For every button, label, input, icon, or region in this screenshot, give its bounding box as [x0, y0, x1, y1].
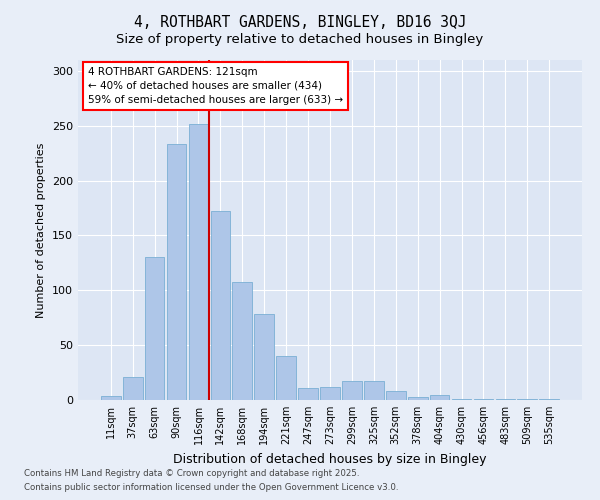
Bar: [430, 394, 449, 400]
Bar: [211, 212, 230, 400]
Bar: [342, 382, 362, 400]
Bar: [320, 387, 340, 400]
Text: Size of property relative to detached houses in Bingley: Size of property relative to detached ho…: [116, 32, 484, 46]
Bar: [101, 396, 121, 400]
Bar: [254, 314, 274, 400]
Bar: [167, 144, 187, 400]
Bar: [188, 124, 208, 400]
Bar: [452, 399, 472, 400]
Text: Contains HM Land Registry data © Crown copyright and database right 2025.: Contains HM Land Registry data © Crown c…: [24, 468, 359, 477]
Bar: [517, 399, 537, 400]
X-axis label: Distribution of detached houses by size in Bingley: Distribution of detached houses by size …: [173, 452, 487, 466]
Text: 4, ROTHBART GARDENS, BINGLEY, BD16 3QJ: 4, ROTHBART GARDENS, BINGLEY, BD16 3QJ: [134, 15, 466, 30]
Bar: [364, 382, 384, 400]
Text: Contains public sector information licensed under the Open Government Licence v3: Contains public sector information licen…: [24, 484, 398, 492]
Bar: [298, 388, 318, 400]
Bar: [408, 396, 428, 400]
Bar: [123, 377, 143, 400]
Text: 4 ROTHBART GARDENS: 121sqm
← 40% of detached houses are smaller (434)
59% of sem: 4 ROTHBART GARDENS: 121sqm ← 40% of deta…: [88, 67, 343, 105]
Bar: [232, 282, 252, 400]
Bar: [539, 399, 559, 400]
Bar: [145, 258, 164, 400]
Bar: [496, 399, 515, 400]
Bar: [276, 356, 296, 400]
Y-axis label: Number of detached properties: Number of detached properties: [37, 142, 46, 318]
Bar: [386, 391, 406, 400]
Bar: [473, 399, 493, 400]
